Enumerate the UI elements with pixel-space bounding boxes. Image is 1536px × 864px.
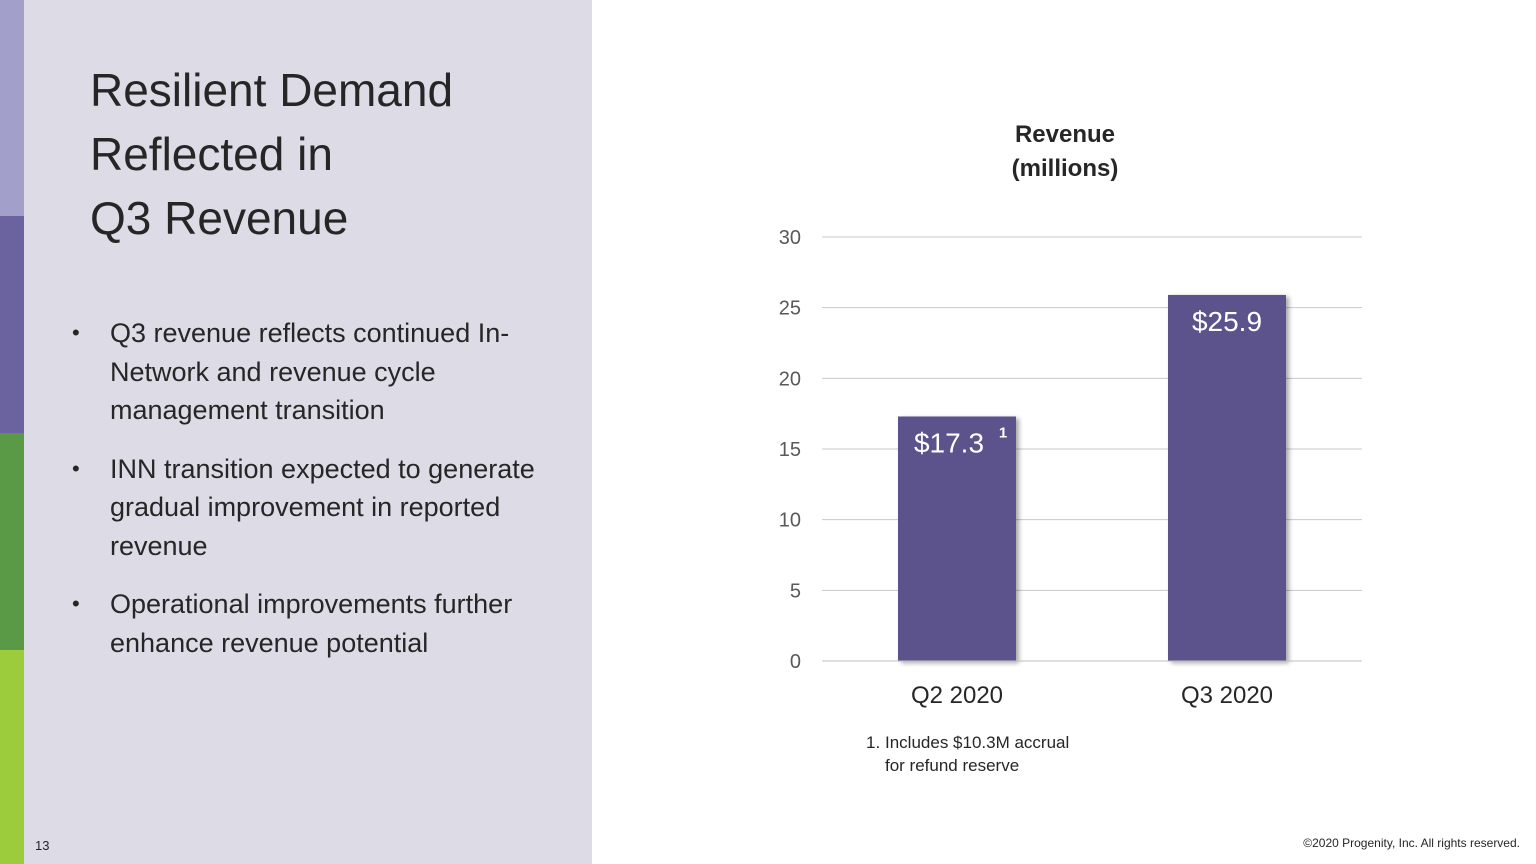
title-line: Q3 Revenue xyxy=(90,192,349,244)
y-tick-label: 10 xyxy=(779,510,801,532)
bullet-list: • Q3 revenue reflects continued In-Netwo… xyxy=(70,314,540,682)
bullet-text: INN transition expected to generate grad… xyxy=(110,453,535,561)
bullet-dot: • xyxy=(72,320,80,345)
accent-stripe-purple xyxy=(0,216,24,433)
accent-stripe-green xyxy=(0,433,24,650)
y-tick-label: 30 xyxy=(779,227,801,249)
chart-title-subtitle: (millions) xyxy=(1011,155,1119,182)
y-tick-label: 20 xyxy=(779,368,801,390)
bullet-item: • INN transition expected to generate gr… xyxy=(70,450,540,566)
slide-title: Resilient Demand Reflected in Q3 Revenue xyxy=(90,58,550,250)
data-label: $25.9 xyxy=(1192,306,1262,337)
chart-title: Revenue (millions) xyxy=(930,118,1200,186)
footnote-number: 1. xyxy=(866,733,881,752)
y-tick-label: 25 xyxy=(779,298,801,320)
bar xyxy=(1168,294,1286,661)
chart-footnote: 1. Includes $10.3M accrual for refund res… xyxy=(866,731,1126,777)
bullet-item: • Operational improvements further enhan… xyxy=(70,585,540,662)
data-label-superscript: 1 xyxy=(999,424,1007,441)
chart-title-line: Revenue xyxy=(1014,121,1116,148)
y-tick-label: 15 xyxy=(779,439,801,461)
bullet-text: Operational improvements further enhance… xyxy=(110,589,513,658)
title-line: Resilient Demand xyxy=(90,64,454,116)
accent-stripe-lime xyxy=(0,650,24,864)
page-number: 13 xyxy=(35,838,50,853)
title-line: Reflected in xyxy=(90,128,333,180)
bullet-item: • Q3 revenue reflects continued In-Netwo… xyxy=(70,314,540,430)
bar xyxy=(898,416,1016,661)
footnote-text: Includes $10.3M accrual xyxy=(885,733,1070,752)
accent-stripe-lavender xyxy=(0,0,24,216)
data-label: $17.3 xyxy=(914,427,984,458)
x-category-label: Q3 2020 xyxy=(1181,682,1273,709)
copyright-notice: ©2020 Progenity, Inc. All rights reserve… xyxy=(1303,836,1520,850)
left-panel: Resilient Demand Reflected in Q3 Revenue… xyxy=(0,0,592,864)
y-tick-label: 0 xyxy=(790,651,801,673)
footnote-text-continued: for refund reserve xyxy=(885,756,1020,775)
x-category-label: Q2 2020 xyxy=(911,682,1003,709)
bullet-dot: • xyxy=(72,455,80,481)
y-tick-label: 5 xyxy=(790,580,801,602)
bullet-dot: • xyxy=(72,591,80,616)
bullet-text: Q3 revenue reflects continued In-Network… xyxy=(110,318,510,425)
